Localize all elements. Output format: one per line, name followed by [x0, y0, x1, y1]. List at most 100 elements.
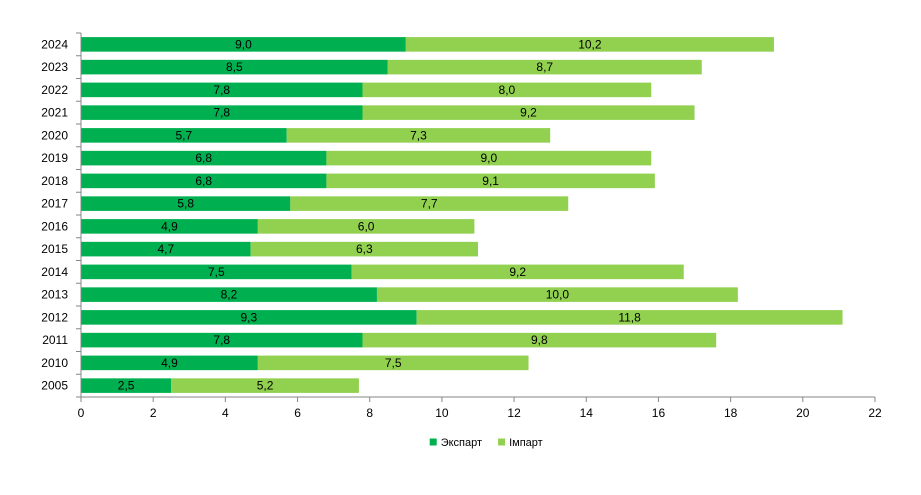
y-tick-label-2022: 2022 — [41, 83, 68, 97]
data-label-export-2005: 2,5 — [118, 379, 135, 393]
x-tick-label-20: 20 — [796, 406, 810, 420]
bar-import-2020 — [286, 128, 551, 143]
data-label-export-2020: 5,7 — [176, 128, 193, 142]
legend-label-import: Імпарт — [509, 437, 543, 449]
bar-import-2019 — [326, 150, 652, 166]
bar-import-2015 — [250, 241, 478, 257]
data-label-import-2010: 7,5 — [385, 356, 402, 370]
y-tick-label-2015: 2015 — [41, 242, 68, 256]
bar-export-2013 — [81, 287, 377, 302]
data-label-import-2018: 9,1 — [482, 174, 499, 188]
data-label-import-2005: 5,2 — [257, 379, 274, 393]
x-tick-label-16: 16 — [652, 406, 666, 420]
data-label-import-2012: 11,8 — [618, 310, 641, 324]
axes-layer: 2024202320222021202020192018201720162015… — [41, 32, 882, 420]
x-tick-label-6: 6 — [294, 406, 301, 420]
data-label-export-2011: 7,8 — [213, 333, 230, 347]
y-tick-label-2020: 2020 — [41, 128, 68, 142]
data-label-export-2018: 6,8 — [195, 174, 212, 188]
bar-export-2017 — [81, 196, 291, 211]
y-tick-label-2011: 2011 — [42, 333, 68, 347]
bar-export-2018 — [81, 173, 327, 189]
data-label-export-2013: 8,2 — [221, 288, 238, 302]
bar-import-2021 — [362, 105, 695, 120]
bar-export-2015 — [81, 241, 251, 257]
y-tick-label-2010: 2010 — [41, 356, 68, 370]
data-label-import-2017: 7,7 — [421, 197, 438, 211]
data-label-import-2024: 10,2 — [578, 37, 602, 51]
bar-export-2010 — [81, 355, 258, 371]
bar-import-2012 — [416, 310, 843, 325]
data-label-export-2014: 7,5 — [208, 265, 225, 279]
data-label-export-2022: 7,8 — [213, 83, 230, 97]
legend-label-export: Экспарт — [441, 437, 482, 449]
data-label-import-2023: 8,7 — [536, 60, 553, 74]
bar-export-2024 — [81, 37, 406, 52]
y-tick-label-2012: 2012 — [41, 310, 68, 324]
data-label-export-2021: 7,8 — [213, 106, 230, 120]
bar-import-2010 — [257, 355, 529, 371]
bar-import-2023 — [387, 59, 702, 75]
y-tick-label-2005: 2005 — [41, 379, 68, 393]
data-label-export-2023: 8,5 — [226, 60, 243, 74]
bar-import-2022 — [362, 82, 652, 98]
x-tick-label-0: 0 — [78, 406, 85, 420]
bar-export-2005 — [81, 378, 172, 393]
y-tick-label-2021: 2021 — [41, 106, 68, 120]
data-label-export-2016: 4,9 — [161, 219, 178, 233]
data-label-export-2017: 5,8 — [177, 197, 194, 211]
bar-export-2014 — [81, 264, 352, 280]
y-tick-label-2013: 2013 — [41, 288, 68, 302]
bar-import-2024 — [405, 37, 774, 52]
x-tick-label-12: 12 — [507, 406, 521, 420]
bar-export-2011 — [81, 332, 363, 348]
bar-export-2020 — [81, 128, 287, 143]
data-label-export-2012: 9,3 — [240, 310, 257, 324]
x-tick-label-4: 4 — [222, 406, 229, 420]
x-tick-label-8: 8 — [366, 406, 373, 420]
x-tick-label-14: 14 — [580, 406, 594, 420]
data-label-import-2011: 9,8 — [531, 333, 548, 347]
y-tick-label-2018: 2018 — [41, 174, 68, 188]
bar-import-2011 — [362, 332, 717, 348]
data-label-import-2019: 9,0 — [480, 151, 497, 165]
data-label-import-2021: 9,2 — [520, 106, 537, 120]
bar-import-2016 — [257, 219, 475, 234]
bar-import-2005 — [171, 378, 359, 393]
y-tick-label-2024: 2024 — [41, 37, 68, 51]
legend: Экспарт Імпарт — [429, 437, 543, 449]
data-label-import-2022: 8,0 — [499, 83, 516, 97]
data-label-import-2013: 10,0 — [546, 288, 570, 302]
data-label-export-2010: 4,9 — [161, 356, 178, 370]
x-tick-label-22: 22 — [868, 406, 882, 420]
data-label-import-2016: 6,0 — [358, 219, 375, 233]
bar-export-2022 — [81, 82, 363, 98]
bar-import-2014 — [351, 264, 684, 280]
data-label-export-2019: 6,8 — [195, 151, 212, 165]
y-tick-label-2023: 2023 — [41, 60, 68, 74]
data-label-import-2020: 7,3 — [410, 128, 427, 142]
data-label-import-2015: 6,3 — [356, 242, 373, 256]
y-tick-label-2017: 2017 — [41, 197, 68, 211]
y-tick-label-2014: 2014 — [41, 265, 68, 279]
bar-export-2021 — [81, 105, 363, 120]
bars-layer: 9,0 10,2 8,5 8,7 7,8 8,0 7,8 9,2 5,7 7,3 6,8 9,0 6,8… — [81, 37, 843, 393]
data-label-export-2024: 9,0 — [235, 37, 252, 51]
bar-import-2017 — [290, 196, 569, 211]
bar-export-2019 — [81, 150, 327, 166]
x-tick-label-2: 2 — [150, 406, 157, 420]
legend-swatch-export — [429, 438, 437, 446]
bar-import-2018 — [326, 173, 655, 189]
bar-export-2016 — [81, 219, 258, 234]
bar-export-2023 — [81, 59, 388, 75]
bar-export-2012 — [81, 310, 417, 325]
data-label-import-2014: 9,2 — [509, 265, 526, 279]
data-label-export-2015: 4,7 — [157, 242, 174, 256]
legend-swatch-import — [498, 438, 506, 446]
y-tick-label-2019: 2019 — [41, 151, 68, 165]
bar-import-2013 — [376, 287, 738, 302]
x-tick-label-10: 10 — [435, 406, 449, 420]
x-tick-label-18: 18 — [724, 406, 738, 420]
y-tick-label-2016: 2016 — [41, 219, 68, 233]
